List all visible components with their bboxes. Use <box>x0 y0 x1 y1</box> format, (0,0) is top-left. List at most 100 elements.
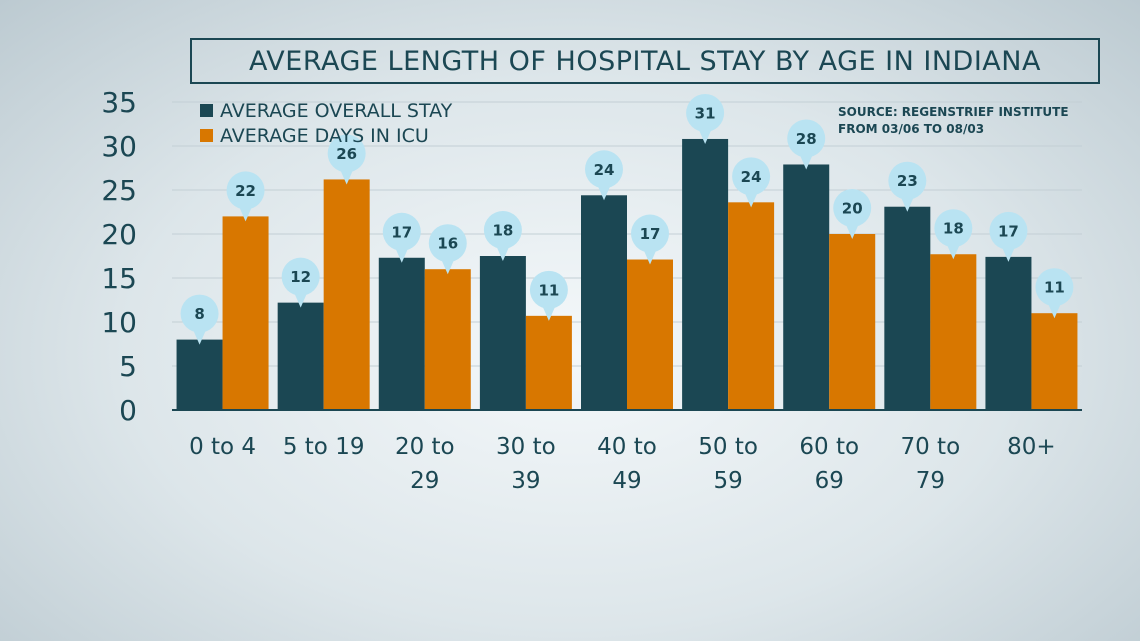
callout-pointer <box>744 191 759 208</box>
callout-bubble <box>226 171 265 210</box>
data-label-callout: 24 <box>585 150 623 201</box>
legend-swatch <box>200 129 213 142</box>
callout-bubble <box>281 257 320 296</box>
data-label-callout: 20 <box>833 189 872 239</box>
x-tick-label: 30 to <box>496 434 556 460</box>
callout-pointer <box>1047 302 1062 319</box>
x-tick-label: 0 to 4 <box>189 434 256 460</box>
data-label: 23 <box>897 172 918 190</box>
callout-bubble <box>327 134 366 173</box>
data-label: 17 <box>640 225 661 243</box>
legend-swatch <box>200 104 213 117</box>
callout-bubble <box>631 214 669 253</box>
data-label-callout: 17 <box>989 211 1028 262</box>
callout-pointer <box>541 304 556 321</box>
data-label: 11 <box>1044 279 1065 297</box>
data-label-callout: 11 <box>529 270 568 321</box>
callout-pointer <box>643 248 657 265</box>
x-tick-label: 60 to <box>799 434 859 460</box>
data-label: 16 <box>437 235 458 253</box>
bar <box>424 269 471 410</box>
chart-title: AVERAGE LENGTH OF HOSPITAL STAY BY AGE I… <box>190 38 1100 84</box>
y-tick-label: 0 <box>119 394 137 427</box>
callout-bubble <box>483 211 522 249</box>
data-label-callout: 22 <box>226 171 265 222</box>
bar <box>884 206 931 410</box>
callout-pointer <box>192 328 207 345</box>
callout-bubble <box>989 211 1028 250</box>
data-label: 24 <box>741 168 762 186</box>
callout-pointer <box>698 127 713 144</box>
data-label: 18 <box>943 220 964 238</box>
callout-pointer <box>946 243 961 260</box>
callout-bubble <box>934 209 973 248</box>
data-label-callout: 18 <box>483 211 522 261</box>
x-tick-label: 70 to <box>900 434 960 460</box>
y-tick-label: 5 <box>119 350 137 383</box>
x-axis-ticks: 0 to 4 5 to 19 20 to 29 30 to 39 40 to 49 50 to 5… <box>189 434 1056 494</box>
data-label: 22 <box>235 182 256 200</box>
callout-bubble <box>732 157 771 196</box>
data-label-callout: 26 <box>327 134 366 185</box>
x-tick-label: 20 to <box>395 434 455 460</box>
callout-bubble <box>686 93 725 132</box>
data-label: 17 <box>391 223 412 241</box>
callout-pointer <box>495 245 510 261</box>
callout-bubble <box>1035 268 1074 307</box>
callout-bubble <box>529 270 568 309</box>
data-label-callout: 16 <box>428 224 467 275</box>
bar <box>525 315 572 410</box>
callout-pointer <box>339 168 354 185</box>
x-tick-label: 80+ <box>1007 434 1056 460</box>
bar <box>728 202 775 410</box>
data-label: 26 <box>336 145 357 163</box>
bar <box>829 234 876 410</box>
data-label: 20 <box>842 200 863 218</box>
bar <box>682 138 729 410</box>
data-label: 28 <box>796 130 817 148</box>
data-label-callout: 24 <box>732 157 771 208</box>
bar <box>985 256 1032 410</box>
legend: AVERAGE OVERALL STAY AVERAGE DAYS IN ICU <box>200 100 453 147</box>
bars <box>176 138 1078 410</box>
callout-pointer <box>1001 245 1016 262</box>
legend-label: AVERAGE DAYS IN ICU <box>220 125 429 147</box>
data-label-callout: 31 <box>686 93 725 144</box>
callout-pointer <box>900 195 915 212</box>
callout-pointer <box>845 223 860 239</box>
callout-pointer <box>597 184 611 201</box>
bar <box>378 257 425 410</box>
callout-bubble <box>585 150 623 189</box>
callout-bubble <box>428 224 467 263</box>
y-axis-ticks: 0 5 10 15 20 25 30 35 <box>101 86 137 427</box>
data-label-callout: 28 <box>787 119 826 170</box>
callout-pointer <box>394 246 409 263</box>
data-label: 17 <box>998 222 1019 240</box>
data-label: 12 <box>290 268 311 286</box>
data-label-callout: 17 <box>631 214 669 265</box>
callout-bubble <box>833 189 872 227</box>
data-label: 11 <box>538 281 559 299</box>
y-tick-label: 15 <box>101 262 137 295</box>
y-tick-label: 20 <box>101 218 137 251</box>
data-label-callout: 11 <box>1035 268 1074 319</box>
y-tick-label: 10 <box>101 306 137 339</box>
source-line: SOURCE: REGENSTRIEF INSTITUTE <box>838 105 1069 119</box>
data-label: 31 <box>695 104 716 122</box>
legend-label: AVERAGE OVERALL STAY <box>220 100 453 122</box>
x-tick-label: 40 to <box>597 434 657 460</box>
x-tick-label: 49 <box>612 468 641 494</box>
callout-pointer <box>799 153 814 170</box>
source-note: SOURCE: REGENSTRIEF INSTITUTE FROM 03/06 … <box>838 105 1069 136</box>
y-tick-label: 30 <box>101 130 137 163</box>
data-label: 8 <box>194 305 204 323</box>
y-tick-label: 35 <box>101 86 137 119</box>
x-tick-label: 69 <box>815 468 844 494</box>
callout-bubble <box>888 161 927 200</box>
x-tick-label: 59 <box>713 468 742 494</box>
bar <box>176 339 223 410</box>
bar <box>930 254 977 410</box>
callout-pointer <box>440 258 455 275</box>
bar <box>581 195 627 410</box>
bar <box>277 302 324 410</box>
